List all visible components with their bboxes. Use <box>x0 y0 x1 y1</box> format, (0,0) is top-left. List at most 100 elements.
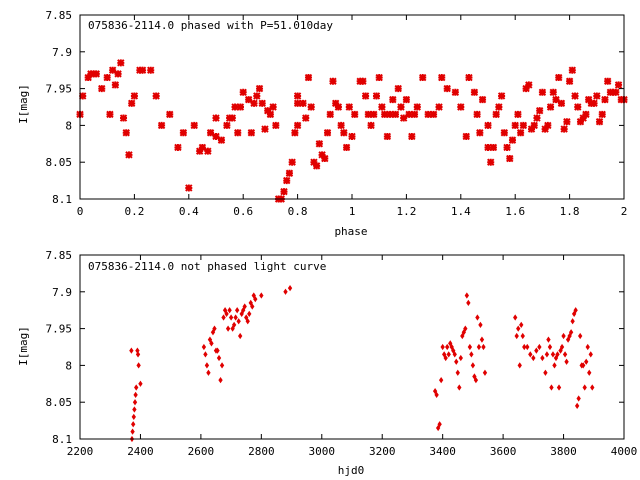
data-point <box>125 151 133 159</box>
data-point <box>550 351 556 358</box>
data-point <box>571 92 579 100</box>
data-point <box>449 343 454 351</box>
data-point <box>484 121 492 130</box>
data-point <box>234 307 240 314</box>
data-point <box>230 325 235 332</box>
data-point <box>231 321 237 329</box>
data-point <box>448 340 453 347</box>
data-point <box>231 103 239 111</box>
data-point <box>397 103 405 111</box>
data-point <box>212 114 220 122</box>
data-point <box>579 114 587 122</box>
data-point <box>288 158 296 166</box>
data-point <box>210 329 216 336</box>
data-point <box>391 110 400 119</box>
data-point <box>472 373 477 380</box>
data-point <box>179 129 188 137</box>
data-point <box>534 347 539 354</box>
data-point <box>299 99 307 108</box>
x-tick-label: 0.2 <box>124 205 144 218</box>
bottom-plot-title: 075836-2114.0 not phased light curve <box>88 260 326 273</box>
data-point <box>122 129 130 137</box>
data-point <box>304 73 313 82</box>
data-point <box>585 343 590 351</box>
data-point <box>364 110 373 119</box>
top-plot-frame <box>79 14 625 200</box>
data-point <box>315 140 324 148</box>
x-tick-label: 3200 <box>369 445 396 458</box>
data-point <box>291 129 299 137</box>
data-point <box>130 428 135 435</box>
x-tick-label: 1 <box>349 205 356 218</box>
data-point <box>612 88 620 96</box>
data-point <box>546 336 551 343</box>
y-tick-label: 8.1 <box>52 433 72 446</box>
x-tick-label: 3800 <box>550 445 577 458</box>
data-point <box>561 332 566 340</box>
data-point <box>549 384 554 391</box>
x-tick-label: 0 <box>77 205 84 218</box>
data-point <box>588 351 593 358</box>
data-point <box>370 110 378 119</box>
data-point <box>520 332 525 340</box>
bottom-plot-marks <box>129 284 595 443</box>
data-point <box>435 424 441 432</box>
bottom-plot-xlabel: hjd0 <box>338 464 365 477</box>
data-point <box>451 88 460 96</box>
data-point <box>481 343 486 351</box>
data-point <box>438 376 444 384</box>
data-point <box>266 110 275 119</box>
data-point <box>207 336 213 343</box>
data-point <box>473 376 479 384</box>
data-point <box>582 384 587 391</box>
data-point <box>258 99 266 108</box>
data-point <box>127 99 136 108</box>
x-tick-label: 1.6 <box>505 205 525 218</box>
data-point <box>567 332 572 340</box>
data-point <box>576 118 585 126</box>
data-point <box>570 318 575 325</box>
data-point <box>272 121 280 130</box>
data-point <box>248 299 253 306</box>
data-point <box>489 143 498 152</box>
data-point <box>209 340 214 347</box>
data-point <box>133 391 138 398</box>
data-point <box>413 103 421 111</box>
data-point <box>503 143 511 152</box>
data-point <box>475 314 480 321</box>
data-point <box>558 347 563 354</box>
data-point <box>157 121 166 130</box>
data-point <box>462 132 470 141</box>
data-point <box>92 70 101 78</box>
data-point <box>492 110 500 119</box>
data-point <box>111 81 120 89</box>
data-point <box>132 406 137 413</box>
data-point <box>455 369 460 376</box>
data-point <box>326 110 334 119</box>
data-point <box>467 343 473 351</box>
data-point <box>533 114 541 122</box>
data-point <box>531 354 536 362</box>
data-point <box>212 132 220 141</box>
data-point <box>574 402 580 410</box>
y-tick-label: 7.9 <box>52 46 72 59</box>
x-tick-label: 2800 <box>248 445 275 458</box>
data-point <box>514 332 519 340</box>
data-point <box>131 413 136 421</box>
data-point <box>511 121 519 130</box>
data-point <box>129 347 134 354</box>
data-point <box>559 343 565 351</box>
data-point <box>576 395 581 402</box>
data-point <box>562 351 568 358</box>
data-point <box>470 362 476 369</box>
data-point <box>195 147 204 155</box>
y-tick-label: 7.95 <box>46 83 73 96</box>
data-point <box>236 318 241 325</box>
data-point <box>285 169 294 177</box>
data-point <box>513 314 518 321</box>
data-point <box>247 310 252 318</box>
data-point <box>454 358 459 365</box>
data-point <box>307 103 315 111</box>
data-point <box>435 103 443 111</box>
